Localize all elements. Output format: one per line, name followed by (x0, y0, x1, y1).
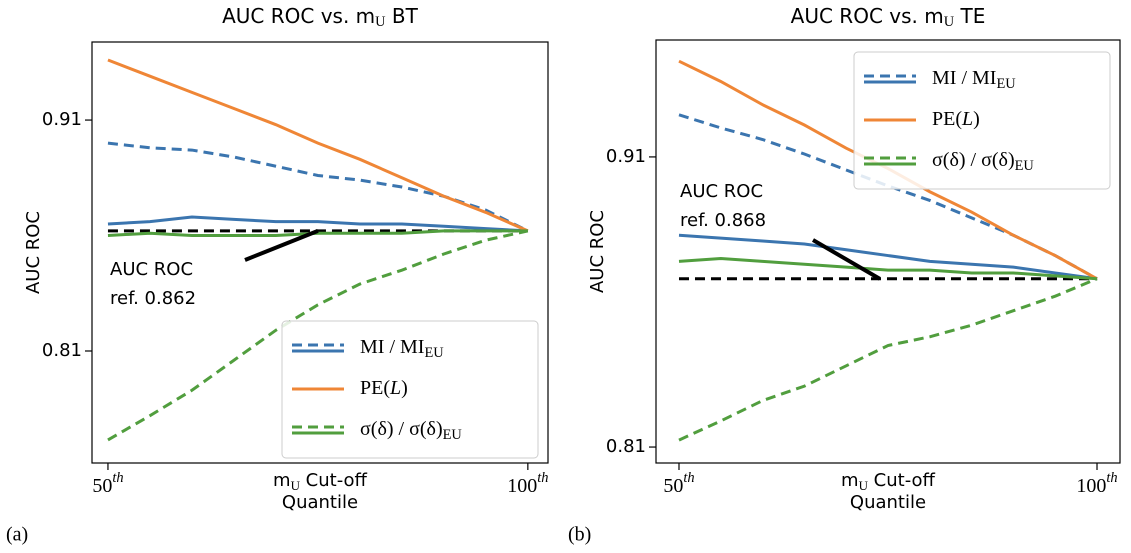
text-part: 50 (663, 475, 683, 497)
text-part: m (841, 470, 859, 491)
series-line (107, 141, 529, 233)
text-part: MI / MI (932, 67, 996, 89)
text-part: MI / MI (360, 336, 424, 358)
legend-label: MI / MIEU (360, 336, 444, 362)
x-axis-label: Quantile (850, 492, 926, 513)
legend-label: σ(δ) / σ(δ)EU (932, 149, 1034, 175)
y-tick-label: 0.81 (42, 340, 82, 361)
text-part: 50 (92, 475, 112, 497)
series-line (107, 229, 529, 442)
axes-frame (91, 41, 549, 464)
math-symbol: L (389, 377, 401, 399)
annotation-arrow (244, 229, 319, 262)
text-part: σ(δ) / σ(δ) (932, 149, 1015, 171)
text-part: TE (954, 4, 985, 28)
series-line (107, 58, 529, 233)
subscript: EU (424, 345, 444, 361)
text-part: Quantile (850, 492, 926, 513)
text-part: ) (401, 377, 408, 399)
text-part: PE( (360, 377, 390, 399)
legend-label: PE(L) (932, 108, 980, 130)
legend-label: σ(δ) / σ(δ)EU (360, 418, 462, 444)
text-part: 100 (507, 475, 537, 497)
text-part: σ(δ) / σ(δ) (360, 418, 443, 440)
annotation-text: ref. 0.862 (110, 288, 196, 309)
x-axis-label: mU Cut-off (273, 470, 368, 493)
y-tick-label: 0.91 (606, 146, 646, 167)
y-axis-label: AUC ROC (587, 210, 608, 293)
x-tick-label: 100th (1076, 470, 1117, 496)
text-part: AUC ROC vs. m (791, 4, 944, 28)
subscript: U (944, 14, 955, 30)
axes-frame (655, 39, 1121, 464)
chart-title: AUC ROC vs. mU TE (791, 4, 986, 31)
legend-label: MI / MIEU (932, 67, 1016, 93)
subscript: EU (443, 427, 463, 443)
series-line (107, 229, 528, 238)
panel-label: (a) (6, 524, 28, 546)
superscript: th (1106, 470, 1117, 486)
text-part: AUC ROC vs. m (222, 4, 375, 28)
subscript: U (375, 14, 386, 30)
x-tick-label: 100th (507, 470, 548, 496)
text-part: PE( (932, 108, 962, 130)
x-tick-label: 50th (92, 470, 123, 496)
subscript: EU (996, 76, 1016, 92)
annotation-text: AUC ROC (680, 181, 763, 202)
annotation-text: ref. 0.868 (680, 210, 766, 231)
series-line (678, 233, 1098, 281)
annotation-text: AUC ROC (110, 259, 193, 280)
x-axis-label: mU Cut-off (841, 470, 936, 493)
legend-box (853, 51, 1111, 190)
series-line (107, 215, 528, 233)
y-tick-label: 0.81 (606, 436, 646, 457)
text-part: Cut-off (868, 470, 936, 491)
subscript: U (859, 478, 869, 493)
annotation-arrow (811, 238, 881, 281)
text-part: m (273, 470, 291, 491)
x-axis-label: Quantile (282, 492, 358, 513)
text-part: ) (973, 108, 980, 130)
text-part: Cut-off (300, 470, 368, 491)
text-part: BT (386, 4, 419, 28)
y-tick-label: 0.91 (42, 109, 82, 130)
text-part: Quantile (282, 492, 358, 513)
panel-label: (b) (568, 524, 591, 546)
subscript: EU (1015, 158, 1035, 174)
subscript: U (291, 478, 301, 493)
superscript: th (537, 470, 548, 486)
y-axis-label: AUC ROC (23, 211, 44, 294)
x-tick-label: 50th (663, 470, 694, 496)
legend-label: PE(L) (360, 377, 408, 399)
series-line (678, 277, 1098, 442)
legend-box (281, 320, 539, 459)
series-line (678, 256, 1098, 281)
superscript: th (112, 470, 123, 486)
math-symbol: L (961, 108, 973, 130)
superscript: th (683, 470, 694, 486)
text-part: 100 (1076, 475, 1106, 497)
chart-title: AUC ROC vs. mU BT (222, 4, 419, 31)
